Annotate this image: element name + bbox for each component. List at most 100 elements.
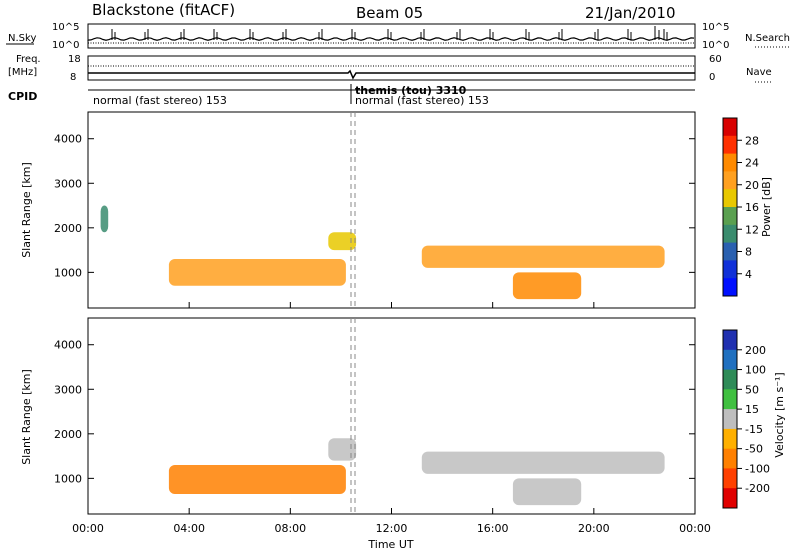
velocity-cbar-ticks-0: 200 xyxy=(745,344,766,357)
velocity-cbar-ticks-4: -15 xyxy=(745,423,763,436)
velocity-cbar-swatch-4 xyxy=(723,409,737,430)
velocity-colorbar-label: Velocity [m s⁻¹] xyxy=(773,372,786,457)
xtick-4: 16:00 xyxy=(477,522,509,535)
power-cbar-swatch-5 xyxy=(723,207,737,226)
power-region-0 xyxy=(100,205,109,233)
power-cbar-swatch-3 xyxy=(723,171,737,190)
power-cbar-ticks-1: 24 xyxy=(745,157,759,170)
velocity-cbar-ticks-3: 15 xyxy=(745,403,759,416)
velocity-region-2 xyxy=(421,451,665,474)
power-colorbar: 28 24 20 16 12 8 4 Power [dB] xyxy=(722,117,773,297)
power-colorbar-swatches xyxy=(723,118,737,297)
power-region-1 xyxy=(168,259,346,286)
nsearch-tick-top: 10^5 xyxy=(702,22,729,33)
nsky-trace xyxy=(87,37,695,41)
power-cbar-swatch-4 xyxy=(723,189,737,208)
time-axis: 00:00 04:00 08:00 12:00 16:00 20:00 00:00 xyxy=(72,302,711,535)
power-y-ticks: 1000 2000 3000 4000 xyxy=(54,133,695,279)
nsearch-tick-bottom: 10^0 xyxy=(702,40,729,51)
freq-tick-bottom: 8 xyxy=(70,72,76,83)
freq-panel: Freq. [MHz] 18 8 60 0 Nave xyxy=(8,54,772,83)
freq-frame xyxy=(87,55,696,81)
velocity-cbar-swatch-1 xyxy=(723,349,737,371)
nsky-panel: N.Sky 10^5 10^0 10^5 10^0 N.Search xyxy=(6,22,790,51)
beam-label: Beam 05 xyxy=(356,4,423,22)
power-cbar-ticks-4: 12 xyxy=(745,223,759,236)
power-ytick-1: 2000 xyxy=(54,222,82,235)
freq-unit-label: [MHz] xyxy=(8,67,37,78)
power-cbar-swatch-6 xyxy=(723,224,737,244)
power-region-4 xyxy=(512,272,582,300)
velocity-cbar-swatch-7 xyxy=(723,468,737,489)
nave-tick-bottom: 0 xyxy=(709,72,715,83)
station-title: Blackstone (fitACF) xyxy=(92,1,235,19)
nsearch-label: N.Search xyxy=(745,33,790,44)
velocity-cbar-ticks-7: -200 xyxy=(745,482,770,495)
time-axis-label: Time UT xyxy=(367,538,413,551)
xtick-0: 00:00 xyxy=(72,522,104,535)
cpid-row: CPID normal (fast stereo) 153 themis (to… xyxy=(8,84,695,107)
power-cbar-swatch-1 xyxy=(723,135,737,155)
velocity-cbar-ticks-1: 100 xyxy=(745,364,766,377)
power-cbar-ticks-5: 8 xyxy=(745,246,752,259)
velocity-regions xyxy=(168,438,665,506)
power-cbar-ticks-2: 20 xyxy=(745,179,759,192)
power-region-3 xyxy=(421,245,665,268)
nsky-spikes xyxy=(111,26,668,40)
xtick-3: 12:00 xyxy=(376,522,408,535)
velocity-colorbar-swatches xyxy=(723,330,737,509)
velocity-cbar-swatch-2 xyxy=(723,369,737,390)
velocity-cbar-swatch-3 xyxy=(723,389,737,410)
velocity-cbar-ticks-6: -100 xyxy=(745,462,770,475)
xtick-1: 04:00 xyxy=(173,522,205,535)
cpid-program-left: normal (fast stereo) 153 xyxy=(93,94,227,107)
nsky-tick-bottom: 10^0 xyxy=(52,40,79,51)
power-cbar-swatch-2 xyxy=(723,153,737,172)
power-ytick-2: 3000 xyxy=(54,177,82,190)
power-cbar-swatch-8 xyxy=(723,260,737,279)
xtick-5: 20:00 xyxy=(578,522,610,535)
velocity-colorbar-frame xyxy=(722,329,738,509)
power-cbar-swatch-7 xyxy=(723,242,737,261)
velocity-cbar-swatch-6 xyxy=(723,448,737,469)
power-cbar-ticks-6: 4 xyxy=(745,268,752,281)
power-colorbar-label: Power [dB] xyxy=(760,177,773,237)
velocity-ylabel: Slant Range [km] xyxy=(20,369,33,465)
nave-label: Nave xyxy=(746,67,772,78)
velocity-colorbar-ticks: 200 100 50 15 -15 -50 -100 -200 xyxy=(737,344,770,495)
velocity-cbar-swatch-8 xyxy=(723,488,737,509)
power-cbar-swatch-9 xyxy=(723,278,737,297)
freq-label: Freq. xyxy=(16,54,41,65)
velocity-panel: 1000 2000 3000 4000 Slant Range [km] xyxy=(20,317,696,515)
nsky-tick-top: 10^5 xyxy=(52,22,79,33)
freq-tick-top: 18 xyxy=(68,54,81,65)
cpid-program-themis: themis (tou) 3310 xyxy=(355,84,467,97)
velocity-ytick-0: 1000 xyxy=(54,472,82,485)
power-cbar-ticks-3: 16 xyxy=(745,201,759,214)
power-ylabel: Slant Range [km] xyxy=(20,162,33,258)
velocity-region-0 xyxy=(168,465,346,494)
velocity-cbar-ticks-2: 50 xyxy=(745,383,759,396)
power-cbar-ticks-0: 28 xyxy=(745,134,759,147)
power-regions xyxy=(100,205,665,300)
nsky-label: N.Sky xyxy=(8,33,36,44)
xtick-2: 08:00 xyxy=(274,522,306,535)
velocity-cbar-ticks-5: -50 xyxy=(745,443,763,456)
velocity-ytick-1: 2000 xyxy=(54,428,82,441)
velocity-colorbar: 200 100 50 15 -15 -50 -100 -200 Velocity [m s⁻¹… xyxy=(722,329,786,509)
power-ytick-3: 4000 xyxy=(54,133,82,146)
velocity-ytick-2: 3000 xyxy=(54,383,82,396)
power-panel: 1000 2000 3000 4000 Slant Range [km] xyxy=(20,111,696,309)
date-label: 21/Jan/2010 xyxy=(585,4,676,22)
velocity-y-ticks: 1000 2000 3000 4000 xyxy=(54,339,695,485)
velocity-region-1 xyxy=(328,438,357,461)
velocity-cbar-swatch-0 xyxy=(723,330,737,351)
velocity-region-3 xyxy=(512,478,582,506)
nsky-frame xyxy=(87,23,696,49)
velocity-cbar-swatch-5 xyxy=(723,428,737,450)
xtick-6: 00:00 xyxy=(679,522,711,535)
freq-trace xyxy=(88,69,695,80)
cpid-program-mid: normal (fast stereo) 153 xyxy=(355,94,489,107)
power-region-2 xyxy=(328,232,357,251)
